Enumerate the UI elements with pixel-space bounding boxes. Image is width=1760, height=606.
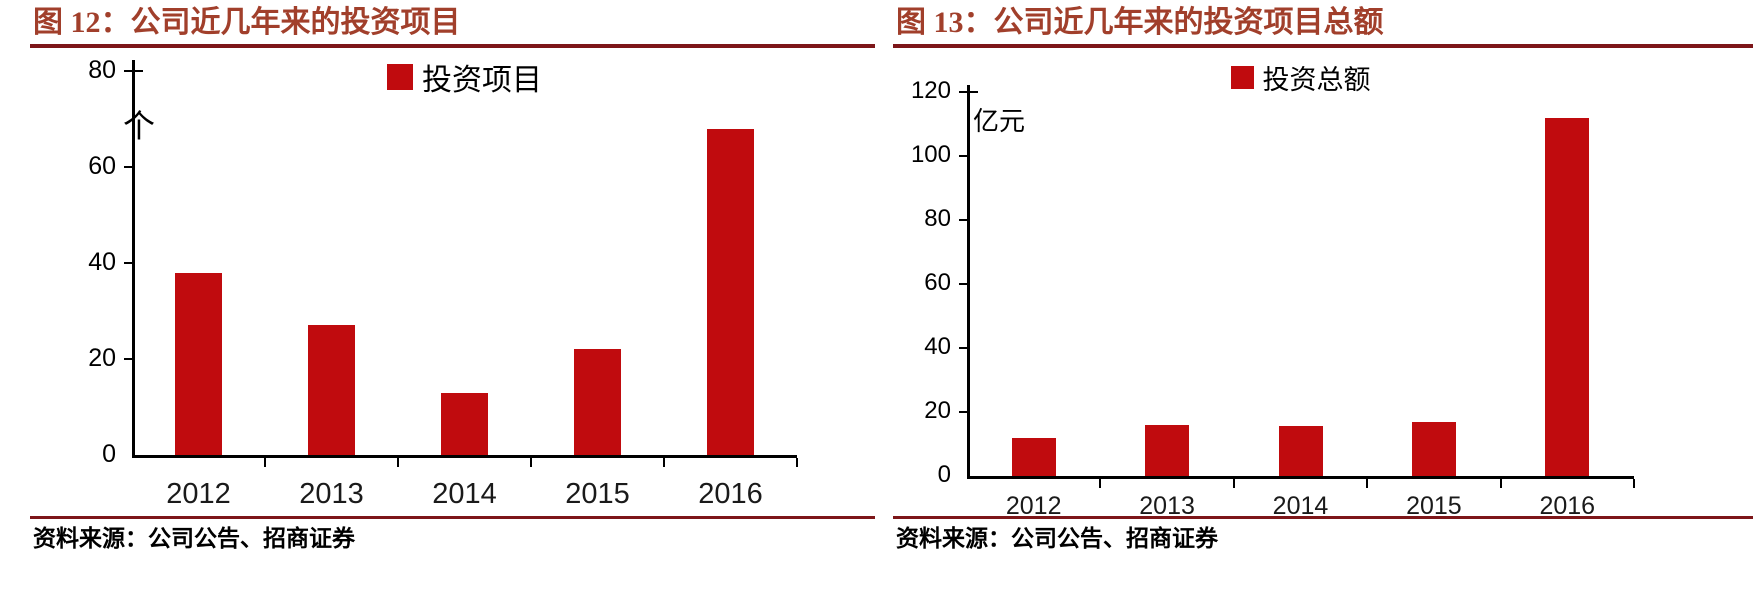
- bar-2015: [574, 349, 621, 455]
- y-tick-label: 0: [937, 461, 951, 489]
- bar-chart-investment-total-amount: 0 20 40 60 80 100 120 亿元 投资总额 2012 2013 2014 2015 201…: [893, 49, 1753, 520]
- y-tick-label: 20: [88, 343, 116, 372]
- bar-2016: [1545, 117, 1590, 476]
- x-tick-label: 2014: [432, 478, 497, 510]
- x-axis: [132, 455, 797, 458]
- y-axis: [967, 85, 970, 479]
- x-tick-label: 2012: [1005, 492, 1062, 520]
- y-tick-mark: [124, 358, 132, 360]
- y-axis-unit-label: 个: [123, 108, 156, 144]
- figure-13: 图 13：公司近几年来的投资项目总额 0 20 40 60 80 100 120 亿元 投资总额…: [893, 0, 1753, 606]
- chart-legend: 投资总额: [967, 58, 1634, 97]
- y-tick-label: 0: [102, 439, 116, 468]
- legend-swatch: [387, 64, 413, 90]
- y-axis-unit-label: 亿元: [973, 107, 1026, 136]
- x-tick-mark: [796, 458, 798, 467]
- legend-swatch: [1230, 66, 1254, 89]
- y-tick-mark: [959, 283, 967, 285]
- y-tick-label: 80: [88, 55, 116, 84]
- y-tick-label: 40: [924, 333, 951, 361]
- y-axis-top-tick: [135, 70, 143, 72]
- figure-12-source-rule: [30, 516, 875, 519]
- bar-chart-investment-project-count: 0 20 40 60 80 个 投资项目 2012 2013 2014 2015 2016: [30, 49, 875, 515]
- x-tick-label: 2014: [1272, 492, 1329, 520]
- x-tick-label: 2016: [698, 478, 763, 510]
- y-axis: [132, 60, 135, 458]
- figure-12-title: 图 12：公司近几年来的投资项目: [33, 6, 461, 39]
- x-tick-label: 2015: [565, 478, 630, 510]
- y-tick-label: 120: [910, 77, 951, 105]
- x-tick-mark: [397, 458, 399, 467]
- x-tick-mark: [530, 458, 532, 467]
- legend-label: 投资总额: [1262, 65, 1371, 95]
- x-axis: [967, 476, 1634, 479]
- bar-2014: [441, 392, 488, 455]
- y-tick-mark: [959, 155, 967, 157]
- x-tick-label: 2015: [1406, 492, 1462, 520]
- x-tick-label: 2013: [299, 478, 364, 510]
- figure-12-source: 资料来源：公司公告、招商证券: [33, 526, 355, 551]
- bar-2015: [1411, 421, 1456, 476]
- y-tick-mark: [959, 91, 967, 93]
- figure-13-source-rule: [893, 516, 1753, 519]
- x-tick-mark: [264, 458, 266, 467]
- x-tick-mark: [663, 458, 665, 467]
- y-tick-label: 60: [88, 151, 116, 180]
- figure-12: 图 12：公司近几年来的投资项目 0 20 40 60 80 个 投资项目 2012 2013 2…: [30, 0, 875, 606]
- bar-2012: [175, 272, 222, 455]
- x-tick-mark: [1366, 479, 1369, 488]
- figure-13-title: 图 13：公司近几年来的投资项目总额: [896, 6, 1384, 39]
- x-tick-label: 2013: [1139, 492, 1195, 520]
- y-tick-mark: [959, 219, 967, 221]
- y-axis-top-tick: [970, 91, 978, 93]
- chart-legend: 投资项目: [132, 55, 797, 99]
- x-tick-mark: [1499, 479, 1502, 488]
- y-tick-mark: [959, 411, 967, 413]
- y-tick-label: 20: [924, 397, 951, 425]
- y-tick-mark: [124, 262, 132, 264]
- y-tick-mark: [959, 347, 967, 349]
- bar-2014: [1278, 426, 1323, 476]
- y-tick-label: 100: [910, 141, 951, 169]
- legend-label: 投资项目: [422, 64, 542, 97]
- figure-12-title-rule: [30, 44, 875, 48]
- bar-2013: [1145, 424, 1190, 476]
- y-tick-label: 40: [88, 247, 116, 276]
- y-tick-mark: [124, 70, 132, 72]
- figure-13-title-rule: [893, 44, 1753, 48]
- x-tick-label: 2016: [1539, 492, 1596, 520]
- y-tick-label: 80: [924, 205, 951, 233]
- x-tick-mark: [1232, 479, 1235, 488]
- figure-13-source: 资料来源：公司公告、招商证券: [896, 526, 1218, 551]
- x-tick-label: 2012: [166, 478, 231, 510]
- y-tick-mark: [124, 166, 132, 168]
- bar-2013: [308, 325, 355, 455]
- x-tick-mark: [1099, 479, 1102, 488]
- bar-2016: [707, 128, 754, 455]
- bar-2012: [1011, 437, 1056, 476]
- x-tick-mark: [1633, 479, 1635, 488]
- y-tick-label: 60: [924, 269, 951, 297]
